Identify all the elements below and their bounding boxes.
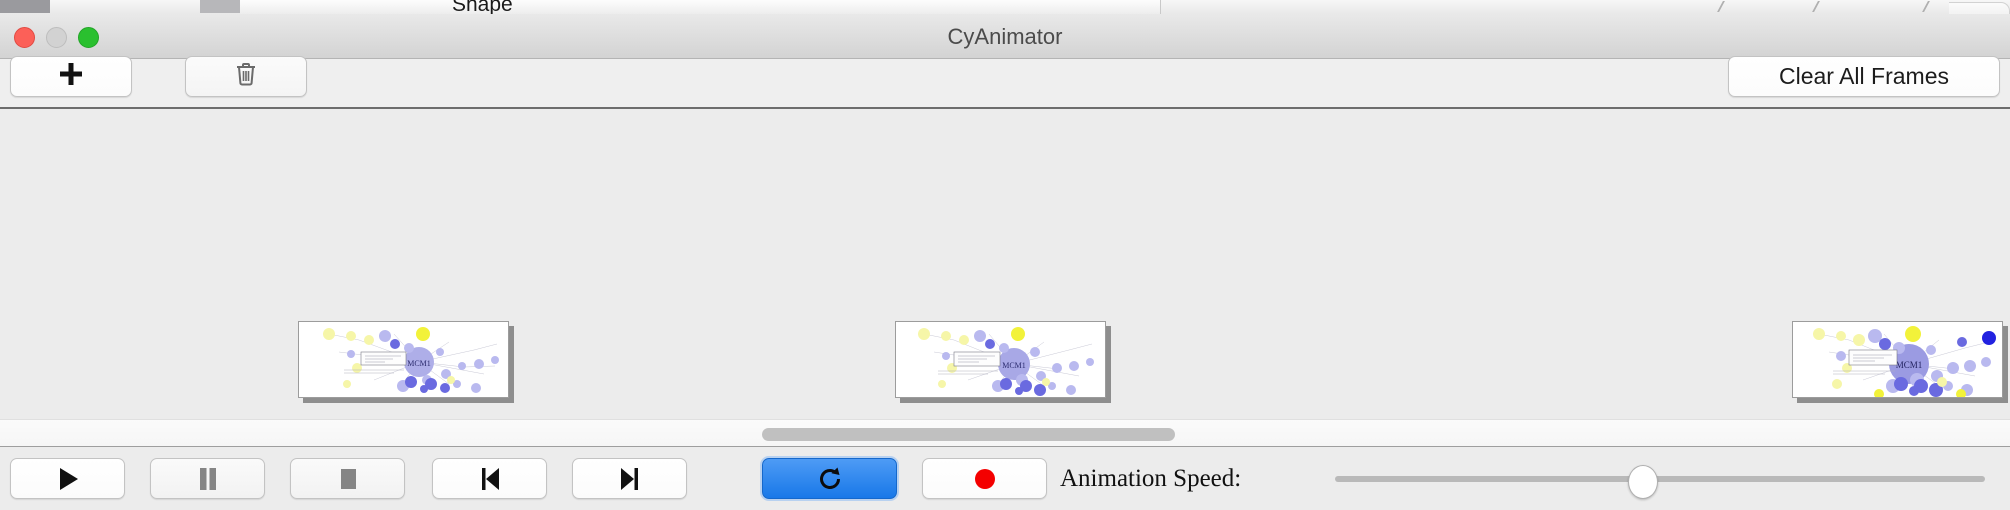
- stop-icon: [337, 466, 359, 492]
- slider-track: [1335, 476, 1985, 482]
- title-bar: CyAnimator: [0, 14, 2010, 59]
- record-button[interactable]: [922, 458, 1047, 499]
- window-controls: [14, 27, 99, 48]
- skip-next-icon: [618, 466, 642, 492]
- thumbnail-image: MCM1: [895, 321, 1106, 398]
- record-icon: [973, 467, 997, 491]
- animation-speed-label: Animation Speed:: [1060, 465, 1242, 492]
- background-titlebar-segment: [0, 0, 50, 13]
- background-diagonal-mark-2: [1812, 1, 1832, 12]
- delete-frame-button[interactable]: [185, 56, 307, 97]
- background-diagonal-mark-1: [1717, 1, 1737, 12]
- toolbar: [0, 59, 2010, 109]
- svg-text:MCM1: MCM1: [1002, 361, 1026, 370]
- animation-speed-slider[interactable]: [1335, 458, 1985, 499]
- timeline-frame-thumbnail[interactable]: MCM1: [298, 321, 514, 403]
- next-frame-button[interactable]: [572, 458, 687, 499]
- timeline-panel[interactable]: MCM1: [0, 111, 2010, 419]
- play-button[interactable]: [10, 458, 125, 499]
- svg-text:MCM1: MCM1: [407, 359, 431, 368]
- background-panel-b: [350, 0, 461, 14]
- background-window-label: Shape: [452, 0, 513, 14]
- background-panel-d: [800, 0, 961, 14]
- pause-button[interactable]: [150, 458, 265, 499]
- loop-icon: [817, 466, 843, 492]
- close-icon[interactable]: [14, 27, 35, 48]
- thumbnail-image: MCM1: [1792, 321, 2003, 398]
- timeline-frame-thumbnail[interactable]: MCM1: [895, 321, 1111, 403]
- minimize-icon[interactable]: [46, 27, 67, 48]
- background-window-strip: Shape: [0, 0, 2010, 14]
- background-panel-a: [240, 0, 351, 14]
- trash-icon: [234, 61, 258, 93]
- pause-icon: [197, 466, 219, 492]
- skip-previous-icon: [478, 466, 502, 492]
- add-frame-button[interactable]: [10, 56, 132, 97]
- timeline-scrollbar[interactable]: [0, 419, 2010, 447]
- window-title: CyAnimator: [947, 24, 1063, 49]
- scrollbar-thumb[interactable]: [762, 428, 1175, 441]
- background-panel-e: [960, 0, 1161, 14]
- previous-frame-button[interactable]: [432, 458, 547, 499]
- clear-all-frames-button[interactable]: Clear All Frames: [1728, 56, 2000, 97]
- playback-controls: Animation Speed:: [0, 447, 2010, 510]
- slider-thumb[interactable]: [1628, 465, 1658, 499]
- background-diagonal-mark-3: [1922, 1, 1942, 12]
- loop-button[interactable]: [762, 458, 897, 499]
- clear-all-frames-label: Clear All Frames: [1779, 63, 1949, 89]
- plus-icon: [58, 61, 84, 93]
- thumbnail-image: MCM1: [298, 321, 509, 398]
- svg-text:MCM1: MCM1: [1896, 360, 1923, 370]
- stop-button[interactable]: [290, 458, 405, 499]
- play-icon: [56, 466, 80, 492]
- background-titlebar-segment-2: [200, 0, 240, 13]
- maximize-icon[interactable]: [78, 27, 99, 48]
- background-window-corner: [1949, 2, 2010, 14]
- timeline-frame-thumbnail[interactable]: MCM1: [1792, 321, 2008, 403]
